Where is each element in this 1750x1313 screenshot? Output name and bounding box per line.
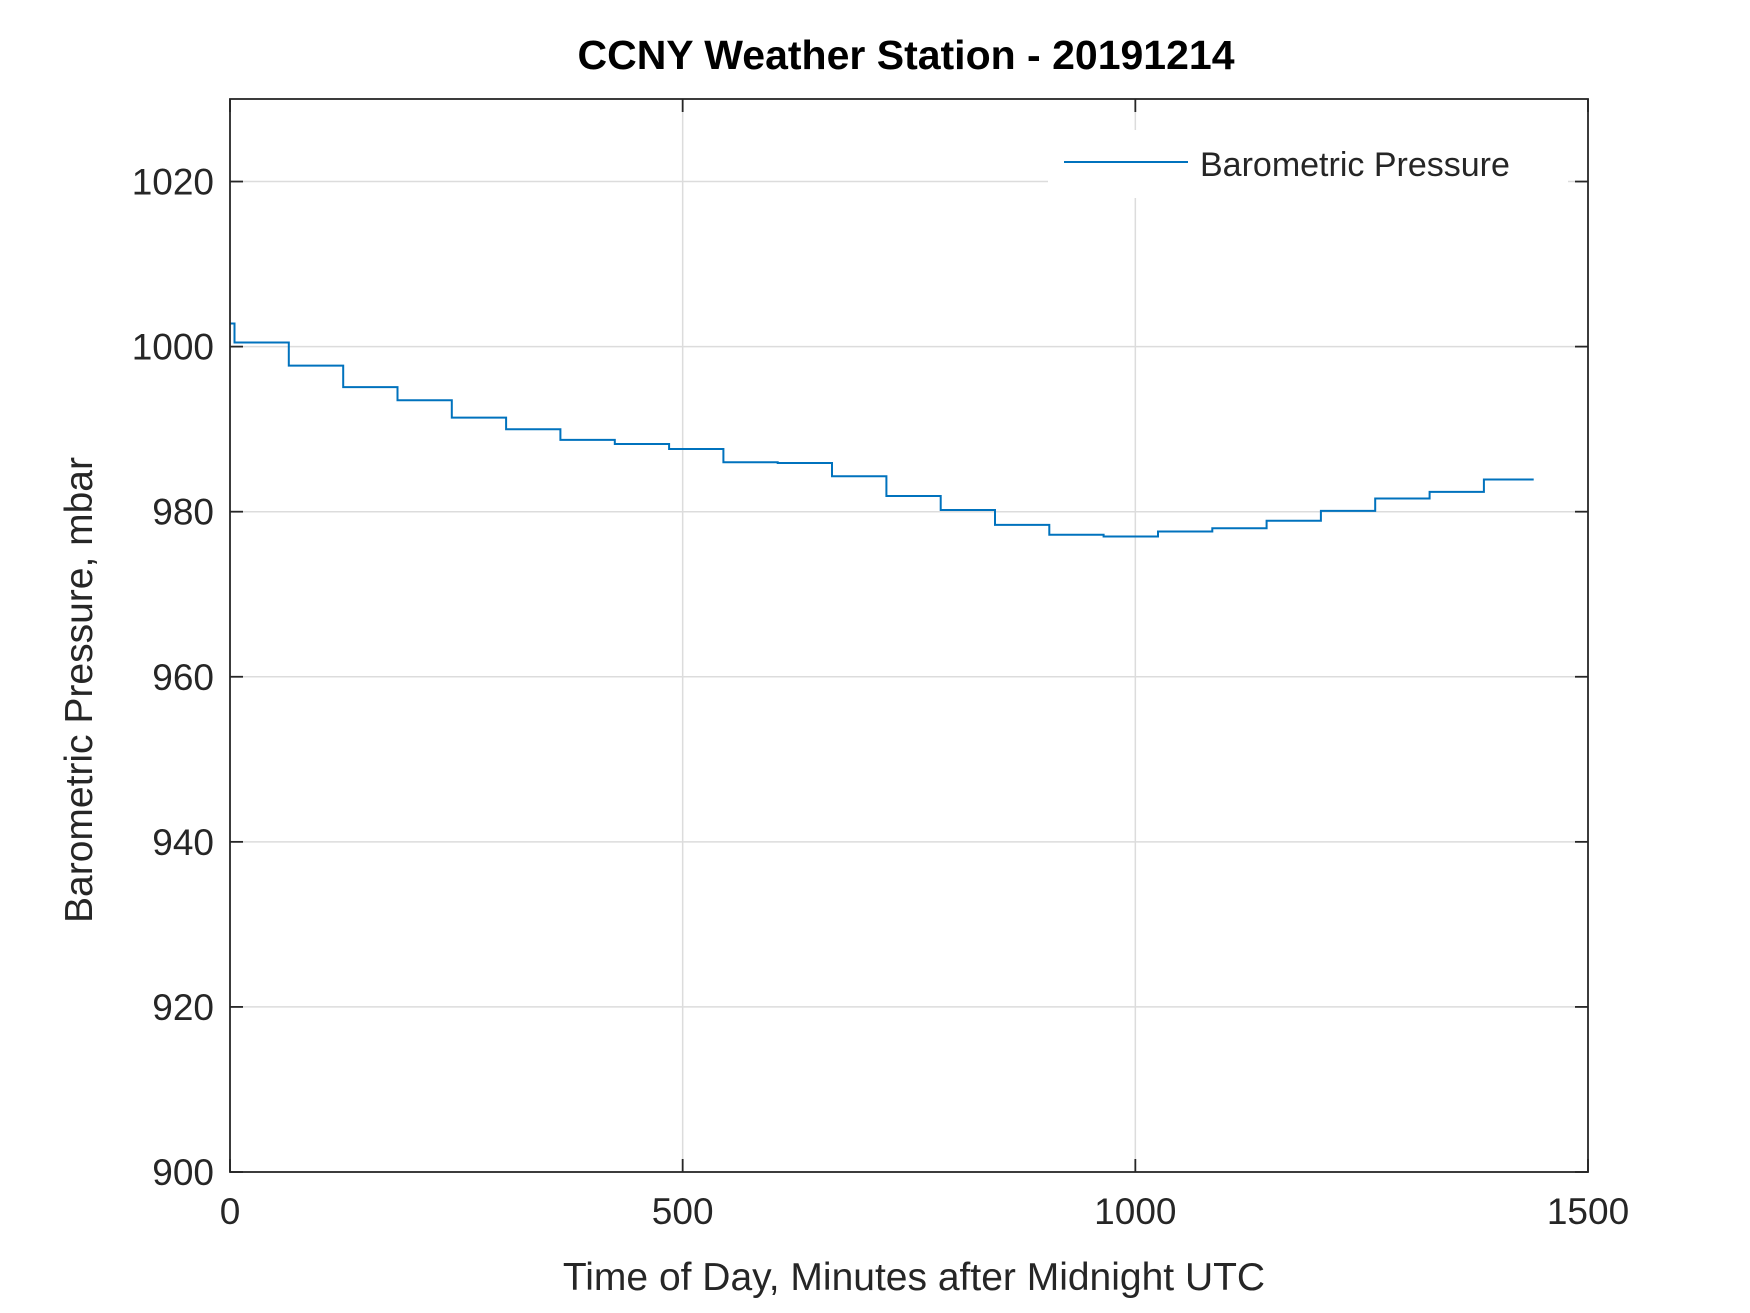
x-tick-label: 0 <box>220 1191 241 1232</box>
x-axis-label: Time of Day, Minutes after Midnight UTC <box>563 1256 1265 1299</box>
x-tick-label: 1000 <box>1094 1191 1176 1232</box>
y-tick-label: 920 <box>152 987 214 1028</box>
y-tick-label: 940 <box>152 822 214 863</box>
x-tick-label: 1500 <box>1547 1191 1629 1232</box>
data-series <box>230 322 1534 538</box>
series-line-barometric-pressure <box>230 322 1534 538</box>
x-tick-label: 500 <box>652 1191 714 1232</box>
y-axis-label: Barometric Pressure, mbar <box>58 457 101 923</box>
plot-area-frame <box>229 98 1589 1173</box>
y-tick-label: 1000 <box>132 327 214 368</box>
legend-box <box>1048 130 1568 198</box>
y-tick-label: 1020 <box>132 162 214 203</box>
y-tick-label: 960 <box>152 657 214 698</box>
y-tick-label: 980 <box>152 492 214 533</box>
chart-title: CCNY Weather Station - 20191214 <box>577 32 1234 78</box>
ticks: 0 500 1000 1500 900 920 940 960 980 1000 1020 <box>132 99 1629 1232</box>
y-tick-label: 900 <box>152 1152 214 1193</box>
legend: Barometric Pressure <box>1048 130 1568 198</box>
axes <box>229 98 1589 1173</box>
legend-label: Barometric Pressure <box>1200 146 1510 184</box>
